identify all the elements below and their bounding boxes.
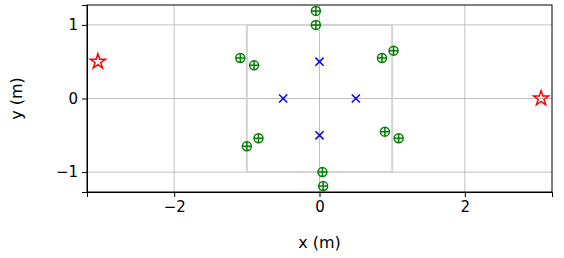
grid	[87, 5, 552, 192]
tick-mark	[82, 99, 87, 100]
chart: −2 0 2 −1 0 1 x (m) y (m)	[0, 0, 564, 258]
tick-label: 0	[315, 198, 325, 216]
tick-mark	[465, 192, 466, 197]
point	[90, 54, 105, 68]
point	[279, 94, 287, 102]
point	[315, 131, 323, 139]
y-axis-title: y (m)	[7, 77, 26, 120]
point	[311, 20, 320, 29]
point	[236, 54, 245, 63]
tick: 0	[315, 192, 325, 216]
tick-label: −1	[56, 163, 78, 181]
x-axis: −2 0 2	[88, 192, 553, 216]
point	[389, 46, 398, 55]
tick: −2	[164, 192, 186, 216]
point	[377, 54, 386, 63]
point	[534, 91, 549, 105]
line	[247, 25, 392, 172]
tick-label: 0	[68, 90, 78, 108]
point	[315, 58, 323, 66]
grid-line	[87, 98, 552, 99]
tick-label: 2	[461, 198, 471, 216]
plot-area: −2 0 2 −1 0 1	[56, 5, 553, 216]
point	[318, 168, 327, 177]
point	[254, 134, 263, 143]
y-axis: −1 0 1	[56, 6, 88, 193]
tick: 1	[68, 16, 87, 34]
axis-line	[88, 193, 553, 198]
point	[319, 182, 328, 191]
point	[352, 94, 360, 102]
tick-mark	[320, 192, 321, 197]
point	[242, 142, 251, 151]
tick: 0	[68, 90, 87, 108]
point	[311, 6, 320, 15]
frame	[87, 5, 552, 192]
data-layer	[90, 6, 548, 190]
tick-mark	[82, 172, 87, 173]
tick-label: −2	[164, 198, 186, 216]
tick-mark	[82, 25, 87, 26]
point	[250, 61, 259, 70]
tick: −1	[56, 163, 87, 181]
point	[380, 127, 389, 136]
point	[394, 134, 403, 143]
x-axis-title: x (m)	[298, 233, 341, 252]
tick-mark	[174, 192, 175, 197]
tick: 2	[461, 192, 471, 216]
tick-label: 1	[68, 16, 78, 34]
